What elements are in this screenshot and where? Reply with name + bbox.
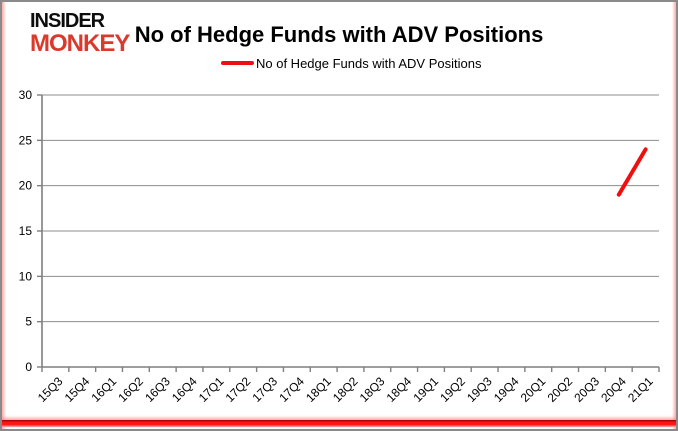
y-tick-label: 5 — [25, 315, 32, 329]
x-tick-label: 19Q1 — [410, 374, 441, 405]
x-tick-label: 17Q2 — [223, 374, 254, 405]
x-tick-label: 20Q2 — [545, 374, 576, 405]
logo-line2: MONKEY — [30, 30, 130, 57]
x-tick-label: 15Q4 — [62, 374, 93, 405]
x-tick-label: 18Q1 — [303, 374, 334, 405]
x-tick-label: 20Q3 — [571, 374, 602, 405]
x-tick-label: 18Q4 — [384, 374, 415, 405]
x-tick-label: 19Q3 — [464, 374, 495, 405]
legend-label: No of Hedge Funds with ADV Positions — [256, 55, 482, 71]
chart-title: No of Hedge Funds with ADV Positions — [134, 22, 544, 47]
x-tick-label: 18Q3 — [357, 374, 388, 405]
x-tick-label: 19Q4 — [491, 374, 522, 405]
y-tick-label: 25 — [19, 133, 33, 147]
x-tick-label: 21Q1 — [625, 374, 656, 405]
x-tick-label: 19Q2 — [437, 374, 468, 405]
x-tick-label: 20Q4 — [598, 374, 629, 405]
legend: No of Hedge Funds with ADV Positions — [221, 55, 481, 71]
y-tick-label: 0 — [25, 360, 32, 374]
x-tick-label: 16Q3 — [142, 374, 173, 405]
x-tick-label: 17Q1 — [196, 374, 227, 405]
y-tick-label: 30 — [19, 88, 33, 102]
x-tick-label: 16Q1 — [89, 374, 120, 405]
x-tick-label: 18Q2 — [330, 374, 361, 405]
series-line — [616, 147, 648, 197]
y-tick-label: 20 — [19, 179, 33, 193]
y-tick-label: 15 — [19, 224, 33, 238]
insider-monkey-logo: INSIDER MONKEY — [30, 10, 130, 57]
logo-line1: INSIDER — [30, 10, 105, 32]
x-tick-label: 17Q4 — [276, 374, 307, 405]
x-tick-label: 16Q2 — [115, 374, 146, 405]
bottom-accent-bar — [2, 420, 676, 427]
x-tick-label: 16Q4 — [169, 374, 200, 405]
x-tick-label: 20Q1 — [518, 374, 549, 405]
y-tick-label: 10 — [19, 269, 33, 283]
x-tick-label: 15Q3 — [35, 374, 66, 405]
x-tick-label: 17Q3 — [249, 374, 280, 405]
legend-line-swatch — [221, 61, 254, 65]
